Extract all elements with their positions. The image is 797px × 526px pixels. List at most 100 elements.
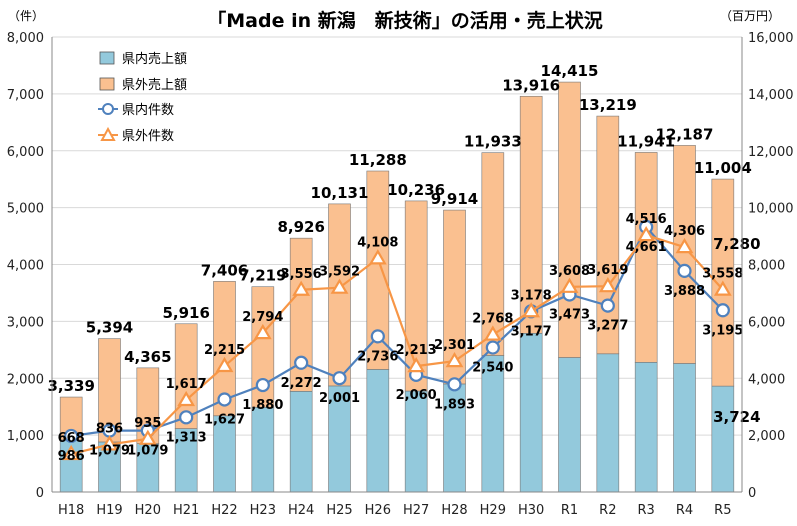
bar-total-label: 14,415 bbox=[541, 62, 599, 80]
point-kengai-count bbox=[637, 225, 656, 242]
bar-total-label: 10,236 bbox=[387, 181, 445, 199]
bar-total-label: 11,288 bbox=[349, 151, 407, 169]
point-kennai-count bbox=[64, 428, 79, 444]
bar-total-label: 4,365 bbox=[124, 348, 171, 366]
data-label-kennai-count: 1,079 bbox=[89, 444, 130, 459]
bar-total-label: 5,394 bbox=[86, 319, 133, 337]
data-label-kennai-count: 1,627 bbox=[204, 412, 245, 427]
bar-total-label: 5,916 bbox=[162, 304, 209, 322]
left-axis-tick-label: 5,000 bbox=[7, 202, 44, 217]
data-label-kennai-count: 2,272 bbox=[281, 376, 322, 391]
bar-kengai-sales bbox=[634, 152, 658, 363]
left-axis-tick-label: 6,000 bbox=[7, 145, 44, 160]
bar-total-label: 10,131 bbox=[311, 184, 369, 202]
data-label-kengai-count: 836 bbox=[96, 421, 123, 436]
point-kengai-count bbox=[330, 278, 349, 294]
point-kengai-count bbox=[177, 390, 196, 407]
line-layer bbox=[62, 219, 732, 461]
x-axis-tick-label: H20 bbox=[135, 503, 161, 518]
point-kennai-count bbox=[677, 263, 692, 278]
point-kengai-count bbox=[522, 302, 541, 318]
point-kengai-count bbox=[675, 237, 694, 254]
x-axis-tick-label: H25 bbox=[326, 503, 352, 518]
data-label-kengai-count: 4,108 bbox=[357, 235, 398, 250]
x-axis-tick-label: H26 bbox=[365, 503, 391, 518]
right-axis-tick-label: 6,000 bbox=[748, 315, 785, 330]
data-label-kengai-count: 3,178 bbox=[511, 288, 552, 303]
point-kengai-count bbox=[292, 280, 311, 296]
data-label-kengai-count: 3,608 bbox=[549, 264, 590, 279]
x-axis-tick-label: H28 bbox=[441, 503, 467, 518]
left-axis-tick-label: 2,000 bbox=[7, 372, 44, 387]
x-axis-tick-label: H29 bbox=[480, 503, 506, 518]
bar-kengai-sales bbox=[251, 286, 275, 408]
bar-kennai-sales bbox=[634, 362, 658, 493]
left-axis-unit: （件） bbox=[8, 9, 44, 23]
point-kennai-count bbox=[485, 340, 500, 355]
bar-total-label: 11,933 bbox=[464, 133, 522, 151]
left-axis-tick-label: 3,000 bbox=[7, 315, 44, 330]
bar-total-label: 13,916 bbox=[502, 76, 560, 94]
right-axis-tick-label: 12,000 bbox=[748, 145, 794, 160]
bar-total-label: 13,219 bbox=[579, 96, 637, 114]
x-axis-tick-label: H21 bbox=[173, 503, 199, 518]
data-label-kennai-count: 2,540 bbox=[472, 361, 513, 376]
bar-kennai-sales bbox=[596, 353, 620, 493]
data-label-kennai-count: 1,313 bbox=[166, 430, 207, 445]
point-kengai-count bbox=[598, 276, 617, 293]
data-label-kennai-count: 3,195 bbox=[702, 323, 743, 338]
data-label-kengai-count: 2,768 bbox=[472, 312, 513, 327]
data-label-kennai-count: 2,060 bbox=[396, 388, 437, 403]
x-axis-tick-label: H19 bbox=[96, 503, 122, 518]
x-axis-tick-label: R2 bbox=[599, 503, 616, 518]
data-label-kengai-count: 4,516 bbox=[626, 212, 667, 227]
bar-total-label: 7,219 bbox=[239, 267, 286, 285]
data-label-kengai-count: 2,215 bbox=[204, 343, 245, 358]
data-label-kennai-count: 3,177 bbox=[511, 324, 552, 339]
bar-kennai-sales bbox=[519, 333, 543, 493]
point-kengai-count bbox=[445, 351, 464, 368]
data-label-kennai-count: 2,001 bbox=[319, 391, 360, 406]
point-kennai-count bbox=[332, 371, 347, 386]
data-label-kengai-count: 3,619 bbox=[587, 263, 628, 278]
point-kennai-count bbox=[370, 329, 385, 344]
x-axis-tick-label: H22 bbox=[211, 503, 237, 518]
data-label-kennai-count: 4,661 bbox=[626, 240, 667, 255]
bar-kennai-sales bbox=[404, 390, 428, 493]
bar-layer bbox=[59, 81, 735, 493]
point-kengai-count bbox=[368, 249, 387, 265]
right-axis-tick-label: 14,000 bbox=[748, 88, 794, 103]
bar-kengai-sales bbox=[366, 170, 390, 370]
legend-swatch-kengai-sales bbox=[99, 77, 115, 91]
right-axis-tick-label: 8,000 bbox=[748, 259, 785, 274]
x-axis-tick-label: H18 bbox=[58, 503, 84, 518]
legend-label-kengai-count: 県外件数 bbox=[122, 129, 174, 144]
point-kengai-count bbox=[100, 435, 119, 451]
legend-label-kennai-sales: 県内売上額 bbox=[122, 51, 187, 67]
data-label-kengai-count: 668 bbox=[58, 431, 85, 446]
left-axis-tick-label: 8,000 bbox=[7, 31, 44, 46]
bar-kennai-sales bbox=[673, 363, 696, 493]
bar-total-label: 11,004 bbox=[694, 159, 752, 177]
point-kennai-count bbox=[255, 377, 270, 393]
x-axis-tick-label: H23 bbox=[250, 503, 276, 518]
bar-total-label: 9,914 bbox=[431, 190, 478, 208]
right-axis-tick-label: 2,000 bbox=[748, 429, 785, 444]
point-kennai-count bbox=[179, 410, 194, 425]
data-label-kengai-count: 2,794 bbox=[242, 310, 283, 325]
bar-kennai-sales bbox=[251, 406, 275, 493]
bar-total-label: 11,941 bbox=[617, 132, 675, 150]
legend: 県内売上額 県外売上額 県内件数 県外件数 bbox=[98, 51, 187, 144]
data-label-kengai-count: 1,617 bbox=[166, 377, 207, 392]
right-axis-unit: （百万円） bbox=[720, 9, 780, 23]
left-axis-tick-label: 7,000 bbox=[7, 88, 44, 103]
axis-layer: 0 1,000 2,000 3,000 4,000 5,000 6,000 7,000 8,00… bbox=[7, 31, 794, 518]
x-axis-tick-label: H30 bbox=[518, 503, 544, 518]
bar-kengai-sales bbox=[404, 200, 428, 392]
x-axis-tick-label: R5 bbox=[714, 503, 731, 518]
point-kennai-count bbox=[447, 377, 462, 392]
data-label-kengai-count: 4,306 bbox=[664, 224, 705, 239]
bar-kennai-sales bbox=[366, 369, 390, 493]
legend-marker-kennai-count bbox=[102, 103, 114, 115]
legend-swatch-kennai-sales bbox=[99, 51, 115, 65]
